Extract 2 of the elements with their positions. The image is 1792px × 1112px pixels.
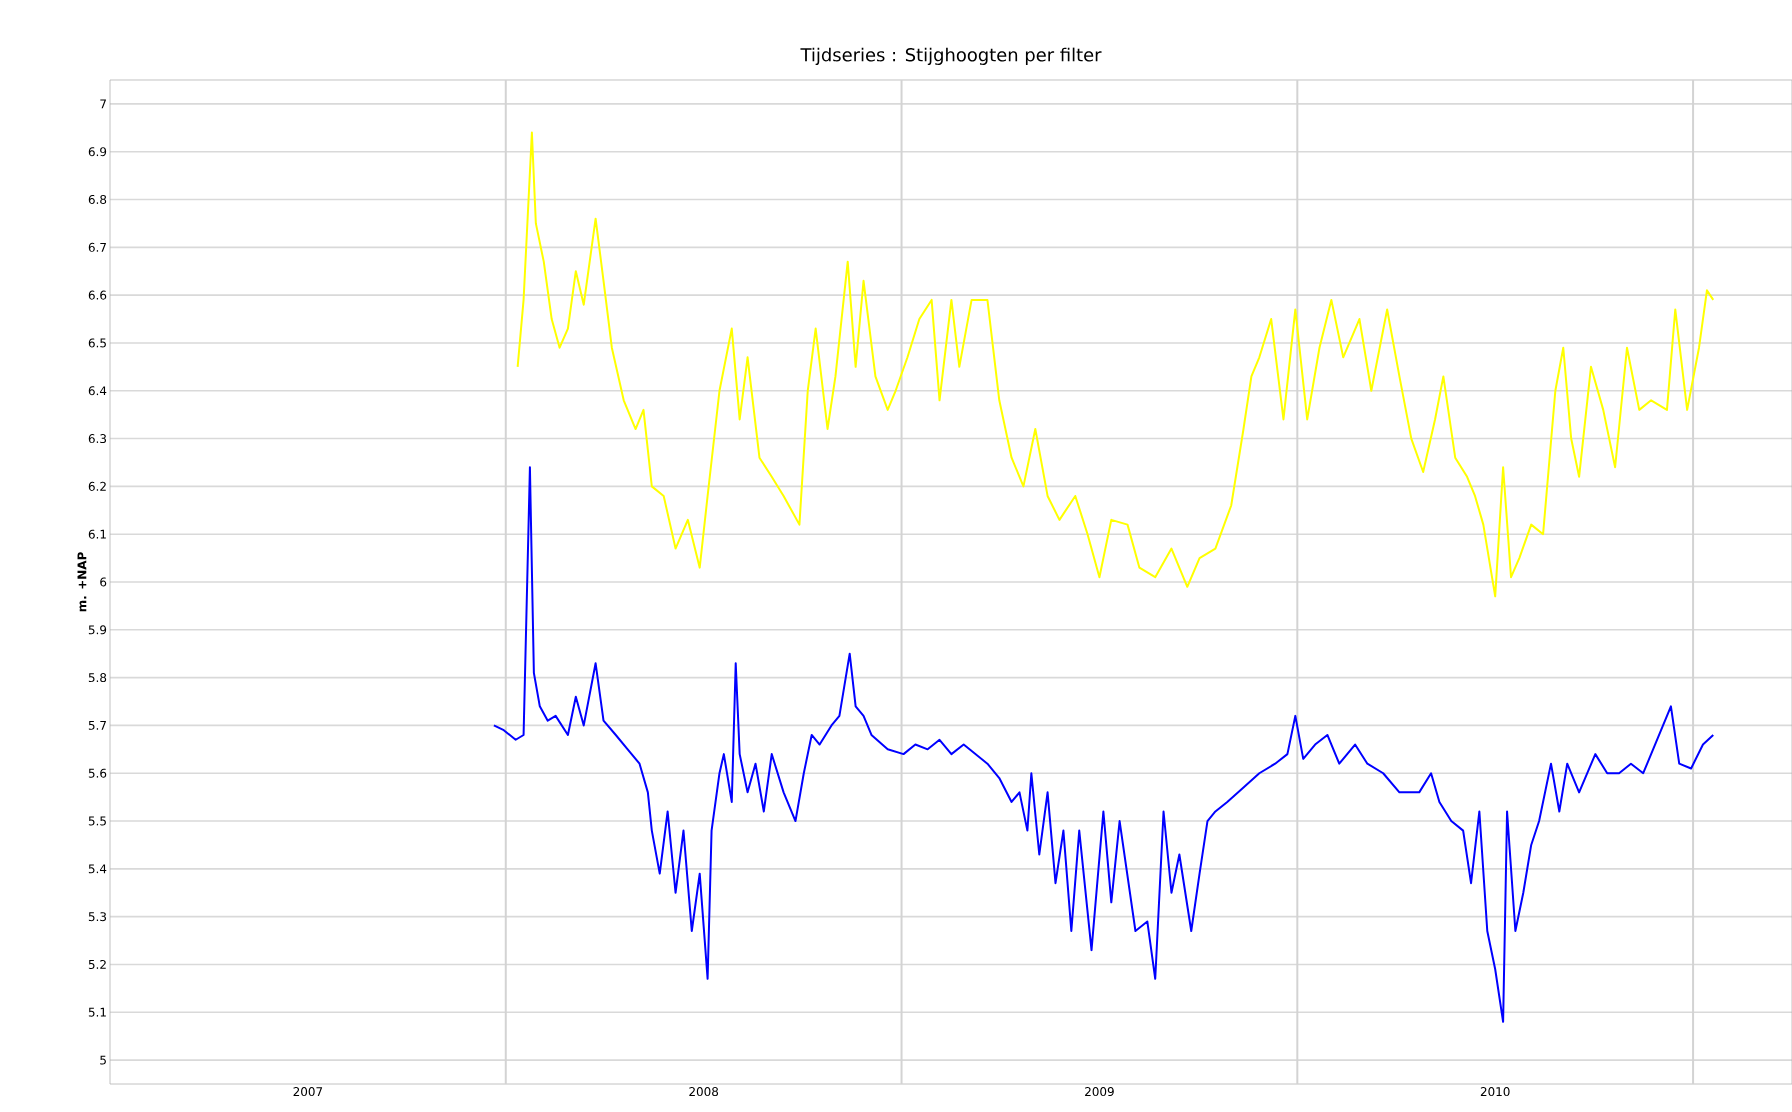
line-series [516,131,1715,598]
chart-title: Tijdseries : Stijghoogten per filter [800,47,1102,65]
